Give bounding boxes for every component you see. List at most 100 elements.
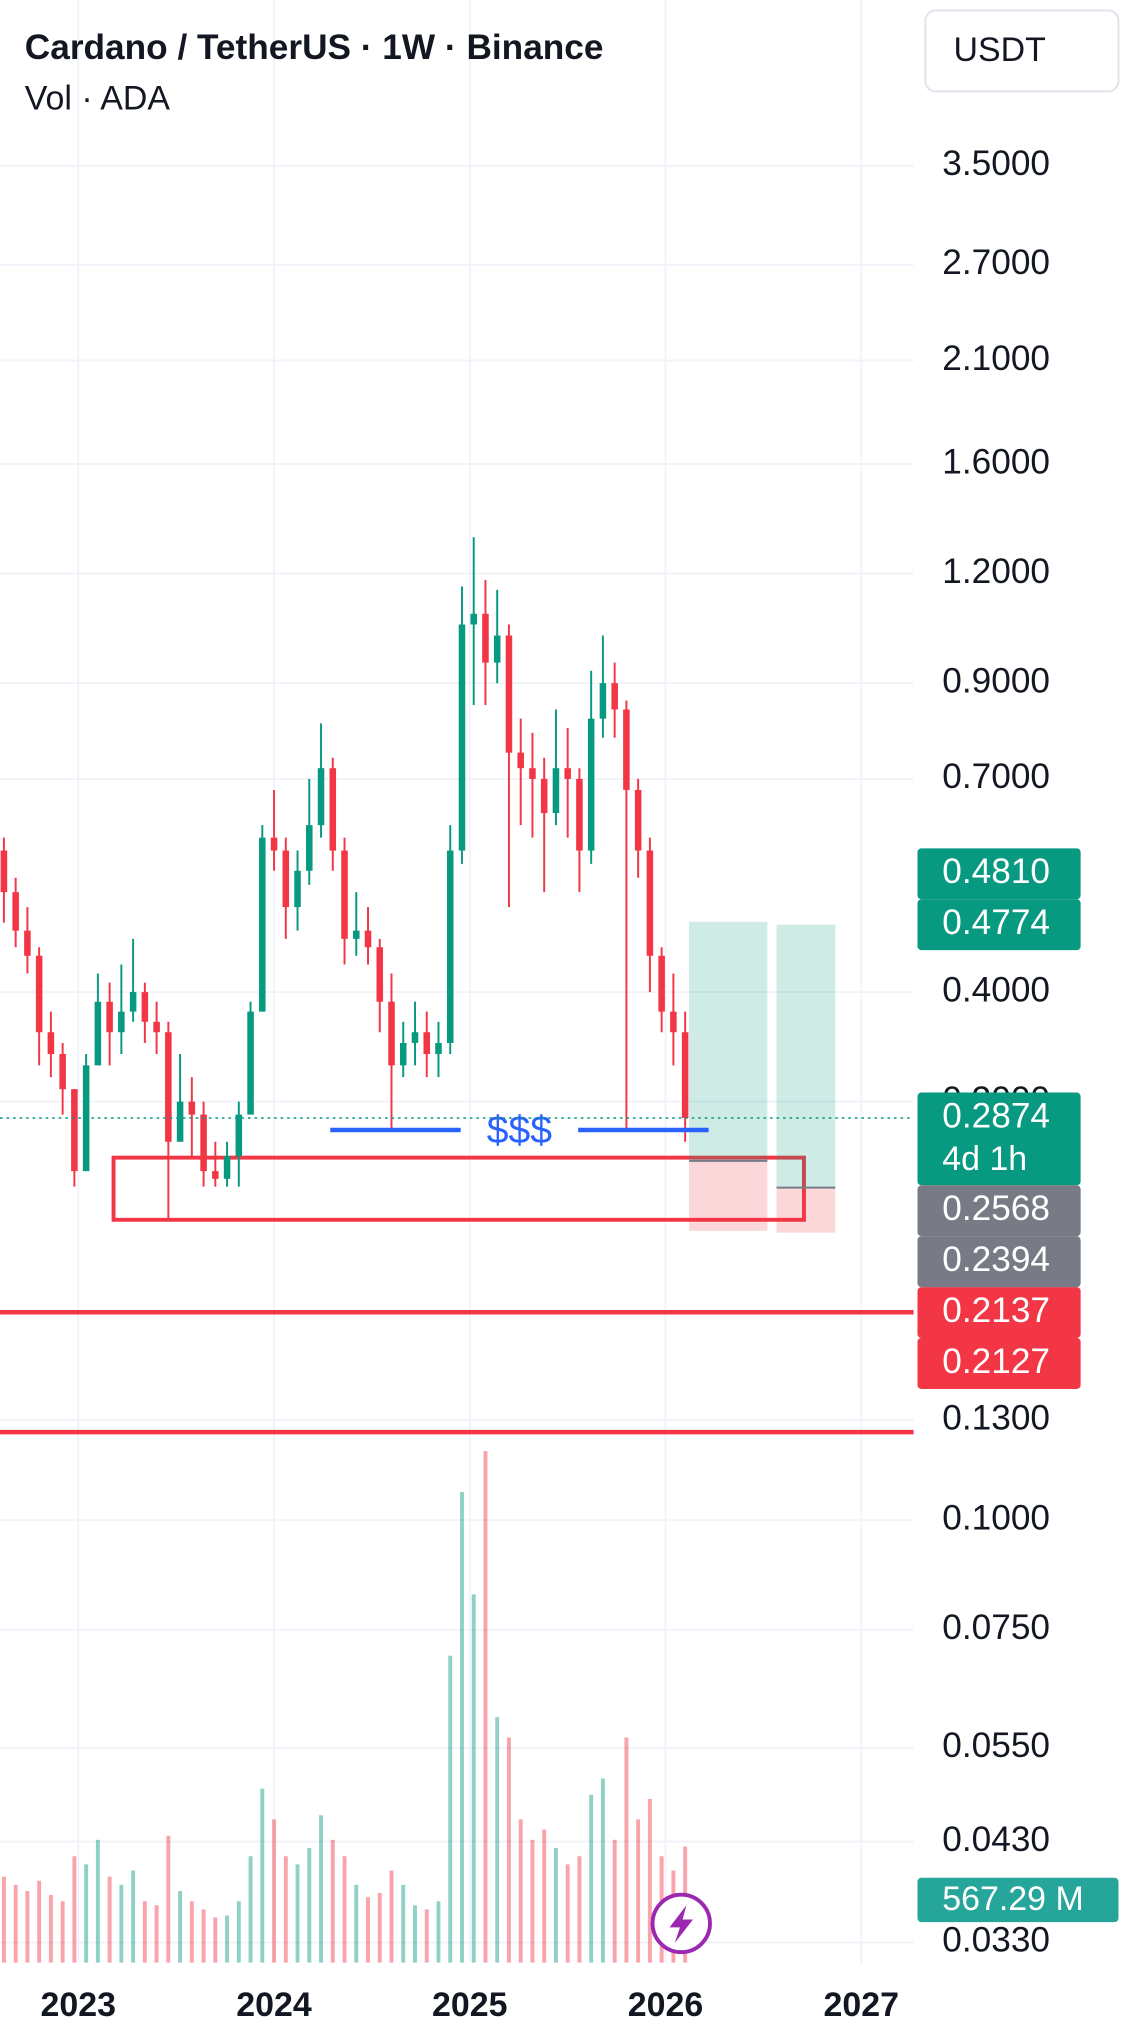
candle-body — [47, 1032, 55, 1054]
candle-body — [118, 1011, 125, 1033]
candle-body — [611, 683, 618, 710]
price-marker — [917, 848, 1081, 900]
volume-bar — [330, 1839, 335, 1963]
quick-action-button[interactable] — [650, 1892, 712, 1955]
candle-body — [0, 850, 8, 893]
price-marker — [917, 1185, 1081, 1237]
candle-body — [353, 930, 360, 939]
volume-bar — [624, 1737, 629, 1963]
volume-bar — [25, 1890, 30, 1963]
volume-bar — [142, 1901, 147, 1963]
candle-body — [71, 1089, 78, 1172]
volume-bar — [48, 1895, 53, 1963]
price-marker — [917, 899, 1081, 951]
grid — [0, 0, 914, 1963]
candle-body — [564, 768, 571, 779]
candle-body — [493, 635, 501, 663]
y-tick-label: 0.9000 — [942, 662, 1050, 701]
price-marker-label: 0.2568 — [942, 1189, 1050, 1228]
position-target-area — [776, 924, 836, 1188]
volume-bar — [413, 1905, 417, 1963]
candle-body — [458, 624, 466, 851]
price-marker — [917, 1338, 1081, 1389]
candle-body — [623, 709, 630, 790]
price-marker-label: 0.4810 — [942, 852, 1050, 891]
volume-bar — [589, 1794, 594, 1963]
zone-box — [111, 1155, 806, 1222]
volume-bar — [283, 1856, 288, 1963]
countdown-label: 4d 1h — [942, 1140, 1027, 1178]
price-marker — [917, 1236, 1081, 1288]
quick-action-icon[interactable] — [669, 1905, 694, 1943]
x-tick-label: 2026 — [628, 1986, 703, 2024]
volume-bar — [60, 1901, 65, 1963]
candle-body — [235, 1114, 243, 1157]
candle-body — [658, 955, 665, 1012]
candle-body — [141, 992, 149, 1022]
candle-body — [435, 1042, 442, 1054]
candle-body — [270, 837, 278, 851]
volume-bar — [506, 1737, 511, 1963]
currency-button-frame[interactable] — [924, 9, 1120, 93]
candle-body — [188, 1101, 196, 1115]
candle-body — [59, 1053, 66, 1090]
currency-button[interactable]: USDT — [924, 9, 1120, 93]
y-tick-label: 0.0550 — [942, 1726, 1050, 1765]
last-price-marker — [917, 1092, 1081, 1186]
volume-bar — [495, 1717, 500, 1963]
volume-bar — [565, 1864, 570, 1963]
candle-body — [446, 850, 454, 1043]
candle-body — [294, 870, 301, 908]
price-marker-label: 0.2127 — [942, 1342, 1050, 1381]
volume-bar — [201, 1909, 206, 1963]
candle-body — [317, 768, 325, 826]
volume-bar — [436, 1901, 441, 1963]
candle-body — [681, 1032, 689, 1119]
candle-body — [223, 1156, 231, 1179]
volume-bar — [260, 1788, 265, 1963]
candle-body — [634, 789, 642, 851]
chart-subtitle: Vol · ADA — [25, 80, 171, 118]
y-tick-label: 0.1300 — [942, 1399, 1050, 1438]
position-target-area — [689, 921, 768, 1161]
volume-bar — [95, 1839, 100, 1963]
volume-marker — [917, 1877, 1119, 1923]
volume-bar — [448, 1655, 453, 1963]
volume-bar — [530, 1839, 535, 1963]
y-tick-label: 0.1000 — [942, 1498, 1050, 1537]
volume-bar — [612, 1839, 617, 1963]
volume-bar — [424, 1909, 429, 1963]
candle-body — [576, 778, 583, 851]
volume-bar — [272, 1819, 277, 1963]
y-tick-label: 0.0430 — [942, 1820, 1050, 1859]
volume-bar — [342, 1856, 347, 1963]
volume-bar — [189, 1901, 194, 1963]
volume-bar — [553, 1848, 558, 1963]
y-tick-label: 0.4000 — [942, 970, 1050, 1009]
x-tick-label: 2023 — [41, 1986, 116, 2024]
volume-bar — [518, 1819, 523, 1963]
candle-body — [153, 1021, 160, 1033]
volume-bar — [366, 1897, 370, 1963]
currency-label[interactable]: USDT — [954, 31, 1046, 69]
candle-body — [505, 635, 513, 753]
y-tick-label: 0.0750 — [942, 1608, 1050, 1647]
candle-body — [517, 752, 524, 769]
x-tick-label: 2027 — [824, 1986, 899, 2024]
candle-body — [552, 768, 560, 814]
candle-body — [376, 947, 384, 1002]
volume-bar — [119, 1884, 124, 1963]
candle-body — [200, 1114, 207, 1172]
volume-bar — [354, 1884, 359, 1963]
price-marker-label: 0.2137 — [942, 1291, 1050, 1330]
volume-bar — [401, 1884, 406, 1963]
position-stop-area — [776, 1187, 836, 1233]
y-tick-label: 2.1000 — [942, 339, 1050, 378]
y-tick-label: 0.0330 — [942, 1921, 1050, 1960]
candle-body — [129, 992, 137, 1012]
candle-body — [259, 837, 266, 1012]
candle-body — [282, 850, 290, 908]
volume-bar — [225, 1915, 230, 1963]
